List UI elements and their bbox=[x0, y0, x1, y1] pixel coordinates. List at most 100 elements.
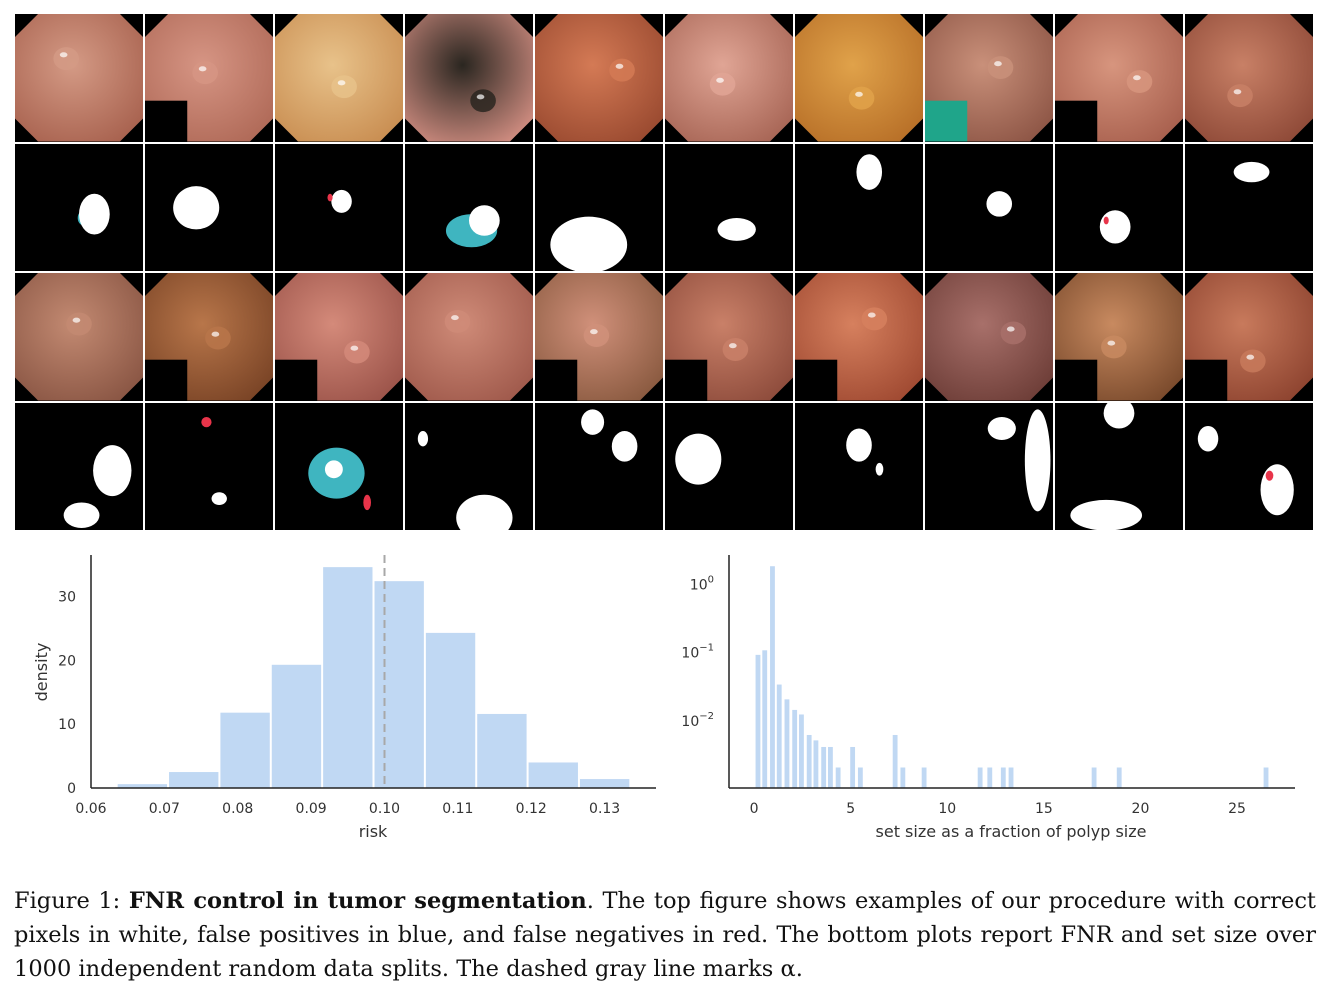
segmentation-mask bbox=[145, 143, 273, 271]
endoscopy-image bbox=[665, 273, 793, 401]
set-size-bar-14 bbox=[892, 734, 898, 788]
endoscopy-image bbox=[535, 273, 663, 401]
set-size-bar-0 bbox=[755, 654, 761, 788]
set-size-bar-23 bbox=[1263, 767, 1269, 788]
segmentation-mask bbox=[1185, 402, 1313, 530]
risk-x-tick-0: 0.06 bbox=[75, 801, 106, 817]
endoscopy-image bbox=[1185, 273, 1313, 401]
set-size-bar-18 bbox=[987, 767, 993, 788]
endoscopy-image bbox=[15, 273, 143, 401]
endoscopy-image bbox=[275, 14, 403, 142]
risk-y-tick-3: 30 bbox=[58, 589, 76, 605]
set-size-bar-17 bbox=[977, 767, 983, 788]
endoscopy-image bbox=[145, 273, 273, 401]
risk-y-tick-0: 0 bbox=[67, 781, 76, 797]
risk-x-tick-4: 0.10 bbox=[369, 801, 400, 817]
set-size-y-tick-2: 10−2 bbox=[681, 711, 714, 730]
set-size-bar-16 bbox=[921, 767, 927, 788]
set-size-x-tick-3: 15 bbox=[1035, 801, 1053, 817]
endoscopy-image bbox=[15, 14, 143, 142]
risk-y-tick-1: 10 bbox=[58, 717, 76, 733]
risk-x-ticks: 0.06 0.07 0.08 0.09 0.10 0.11 0.12 0.13 bbox=[75, 801, 620, 817]
charts-area: 0.06 0.07 0.08 0.09 0.10 0.11 0.12 0.13 0 10 20 30… bbox=[32, 555, 1295, 841]
segmentation-mask bbox=[145, 402, 273, 530]
segmentation-mask bbox=[925, 143, 1053, 271]
caption-body: . The top figure shows examples of our p… bbox=[14, 888, 1316, 982]
risk-bar-1 bbox=[169, 772, 219, 788]
set-size-bar-5 bbox=[792, 709, 798, 788]
risk-histogram: 0.06 0.07 0.08 0.09 0.10 0.11 0.12 0.13 0 10 20 30… bbox=[32, 555, 656, 841]
endoscopy-image bbox=[405, 14, 533, 142]
segmentation-mask bbox=[665, 402, 793, 530]
endoscopy-image bbox=[535, 14, 663, 142]
endoscopy-image bbox=[665, 14, 793, 142]
set-size-bar-22 bbox=[1116, 767, 1122, 788]
set-size-x-ticks: 0 5 10 15 20 25 bbox=[750, 801, 1246, 817]
endoscopy-image bbox=[1185, 14, 1313, 142]
set-size-x-tick-4: 20 bbox=[1132, 801, 1150, 817]
risk-x-tick-3: 0.09 bbox=[296, 801, 327, 817]
segmentation-example-grid bbox=[15, 14, 1313, 530]
set-size-y-ticks: 100 10−1 10−2 bbox=[681, 575, 714, 730]
segmentation-mask bbox=[15, 143, 143, 271]
endoscopy-image bbox=[1055, 273, 1183, 401]
set-size-x-tick-5: 25 bbox=[1228, 801, 1246, 817]
set-size-bar-15 bbox=[900, 767, 906, 788]
segmentation-mask bbox=[795, 402, 923, 530]
risk-bar-6 bbox=[425, 632, 476, 788]
segmentation-mask bbox=[1055, 143, 1183, 271]
set-size-x-tick-2: 10 bbox=[938, 801, 956, 817]
risk-y-tick-2: 20 bbox=[58, 653, 76, 669]
segmentation-mask bbox=[1055, 402, 1183, 530]
segmentation-mask bbox=[535, 143, 663, 271]
set-size-bar-10 bbox=[828, 746, 833, 788]
set-size-histogram-bars bbox=[755, 566, 1269, 788]
endoscopy-image bbox=[275, 273, 403, 401]
set-size-bar-8 bbox=[813, 740, 819, 788]
segmentation-mask bbox=[15, 402, 143, 530]
risk-bar-3 bbox=[271, 664, 322, 788]
risk-bar-5 bbox=[374, 581, 424, 788]
risk-bar-9 bbox=[579, 779, 630, 788]
segmentation-mask bbox=[665, 143, 793, 271]
risk-bar-7 bbox=[477, 713, 527, 788]
segmentation-mask bbox=[405, 143, 533, 271]
set-size-y-tick-0: 100 bbox=[690, 575, 714, 594]
caption-bold-title: FNR control in tumor segmentation bbox=[128, 888, 587, 914]
set-size-y-tick-1: 10−1 bbox=[681, 643, 714, 662]
set-size-bar-20 bbox=[1008, 767, 1014, 788]
set-size-bar-19 bbox=[1000, 767, 1006, 788]
set-size-bar-4 bbox=[784, 699, 790, 788]
set-size-bar-21 bbox=[1091, 767, 1097, 788]
endoscopy-image bbox=[145, 14, 273, 142]
segmentation-mask bbox=[1185, 143, 1313, 271]
risk-x-tick-5: 0.11 bbox=[442, 801, 473, 817]
set-size-bar-6 bbox=[799, 714, 804, 788]
endoscopy-image bbox=[925, 14, 1053, 142]
risk-x-tick-6: 0.12 bbox=[516, 801, 547, 817]
segmentation-mask bbox=[275, 402, 403, 530]
risk-x-tick-7: 0.13 bbox=[589, 801, 620, 817]
set-size-bar-7 bbox=[806, 734, 812, 788]
caption-prefix: Figure 1: bbox=[14, 888, 129, 914]
set-size-x-axis-label: set size as a fraction of polyp size bbox=[876, 822, 1147, 841]
set-size-bar-12 bbox=[850, 746, 856, 788]
figure-caption: Figure 1: FNR control in tumor segmentat… bbox=[14, 884, 1316, 986]
segmentation-mask bbox=[535, 402, 663, 530]
segmentation-mask bbox=[405, 402, 533, 530]
endoscopy-image bbox=[1055, 14, 1183, 142]
endoscopy-image bbox=[405, 273, 533, 401]
risk-bar-8 bbox=[528, 762, 578, 788]
set-size-bar-3 bbox=[776, 684, 782, 788]
risk-bar-4 bbox=[323, 567, 373, 788]
set-size-bar-1 bbox=[762, 650, 768, 788]
risk-histogram-bars bbox=[117, 567, 630, 788]
set-size-bar-2 bbox=[770, 566, 775, 788]
set-size-x-tick-0: 0 bbox=[750, 801, 759, 817]
endoscopy-image bbox=[795, 14, 923, 142]
risk-x-axis-label: risk bbox=[359, 822, 388, 841]
segmentation-mask bbox=[925, 402, 1053, 530]
endoscopy-image bbox=[925, 273, 1053, 401]
risk-x-tick-2: 0.08 bbox=[222, 801, 253, 817]
set-size-bar-13 bbox=[857, 767, 863, 788]
